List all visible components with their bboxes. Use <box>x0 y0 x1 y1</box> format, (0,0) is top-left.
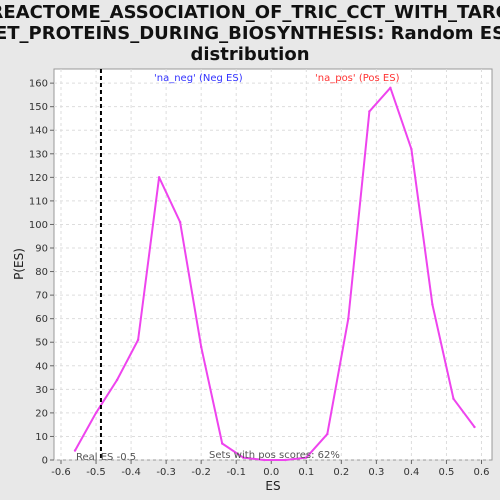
plot-area <box>53 68 493 461</box>
neg-es-label: 'na_neg' (Neg ES) <box>154 73 243 84</box>
x-tick-label: -0.5 <box>86 467 106 478</box>
data-point <box>199 345 203 349</box>
chart-title-line: ET_PROTEINS_DURING_BIOSYNTHESIS: Random … <box>0 23 500 44</box>
data-point <box>178 220 182 224</box>
x-tick-label: -0.1 <box>226 467 246 478</box>
x-tick-label: 0.2 <box>333 467 349 478</box>
y-tick-label: 40 <box>35 361 48 372</box>
y-axis-label: P(ES) <box>12 248 26 280</box>
data-point <box>305 456 308 459</box>
x-tick-label: -0.2 <box>191 467 211 478</box>
data-point <box>431 303 434 306</box>
x-tick-label: 0.0 <box>263 467 279 478</box>
y-tick-label: 0 <box>42 456 48 467</box>
y-tick-label: 140 <box>29 126 48 137</box>
y-tick-label: 100 <box>29 220 48 231</box>
x-tick-label: -0.3 <box>156 467 176 478</box>
real-es-text: Real ES -0.5 <box>76 452 136 463</box>
pos-es-label: 'na_pos' (Pos ES) <box>315 73 400 84</box>
y-tick-label: 120 <box>29 173 48 184</box>
data-point <box>347 317 350 320</box>
data-point <box>115 378 119 382</box>
data-point <box>263 458 266 462</box>
x-tick-label: 0.4 <box>403 467 419 478</box>
y-tick-label: 150 <box>29 102 48 113</box>
sets-pos-text: Sets with pos scores: 62% <box>209 450 340 461</box>
x-tick-label: 0.5 <box>438 467 454 478</box>
x-tick-label: -0.4 <box>121 467 141 478</box>
y-tick-label: 10 <box>35 432 48 443</box>
data-point <box>220 442 224 445</box>
y-tick-label: 70 <box>35 291 48 302</box>
data-point <box>73 449 77 452</box>
y-tick-label: 30 <box>35 385 48 396</box>
y-tick-label: 160 <box>29 79 48 90</box>
x-tick-label: 0.6 <box>474 467 490 478</box>
data-point <box>242 456 245 459</box>
data-point <box>284 458 287 462</box>
chart-title-line: REACTOME_ASSOCIATION_OF_TRIC_CCT_WITH_TA… <box>0 2 500 23</box>
y-tick-label: 20 <box>35 408 48 419</box>
y-tick-label: 60 <box>35 314 48 325</box>
series-line <box>74 86 476 461</box>
x-axis: -0.6 -0.5 -0.4 -0.3 -0.2 -0.1 0.0 0.1 0.2 0.3 0.4 0… <box>51 460 489 478</box>
y-tick-label: 90 <box>35 244 48 255</box>
data-point <box>389 86 392 90</box>
x-tick-label: -0.6 <box>51 467 71 478</box>
data-point <box>136 338 140 342</box>
chart-title: REACTOME_ASSOCIATION_OF_TRIC_CCT_WITH_TA… <box>0 2 500 65</box>
x-axis-label: ES <box>265 479 280 493</box>
y-tick-label: 110 <box>29 196 48 207</box>
y-tick-label: 80 <box>35 267 48 278</box>
x-tick-label: 0.3 <box>368 467 384 478</box>
data-point <box>368 110 371 113</box>
y-axis: 0 10 20 30 40 50 60 70 80 90 100 110 120 130 140 150 160 <box>29 79 54 467</box>
data-point <box>157 176 161 179</box>
data-point <box>473 425 476 429</box>
data-point <box>452 397 455 400</box>
chart-title-line: distribution <box>190 44 309 65</box>
data-point <box>326 432 329 436</box>
series-area <box>73 86 476 462</box>
annotations: 'na_neg' (Neg ES) 'na_pos' (Pos ES) Real E… <box>76 69 400 463</box>
y-tick-label: 130 <box>29 149 48 160</box>
grid <box>54 69 492 461</box>
data-point <box>94 411 98 415</box>
y-tick-label: 50 <box>35 338 48 349</box>
x-tick-label: 0.1 <box>298 467 314 478</box>
data-point <box>410 147 413 151</box>
